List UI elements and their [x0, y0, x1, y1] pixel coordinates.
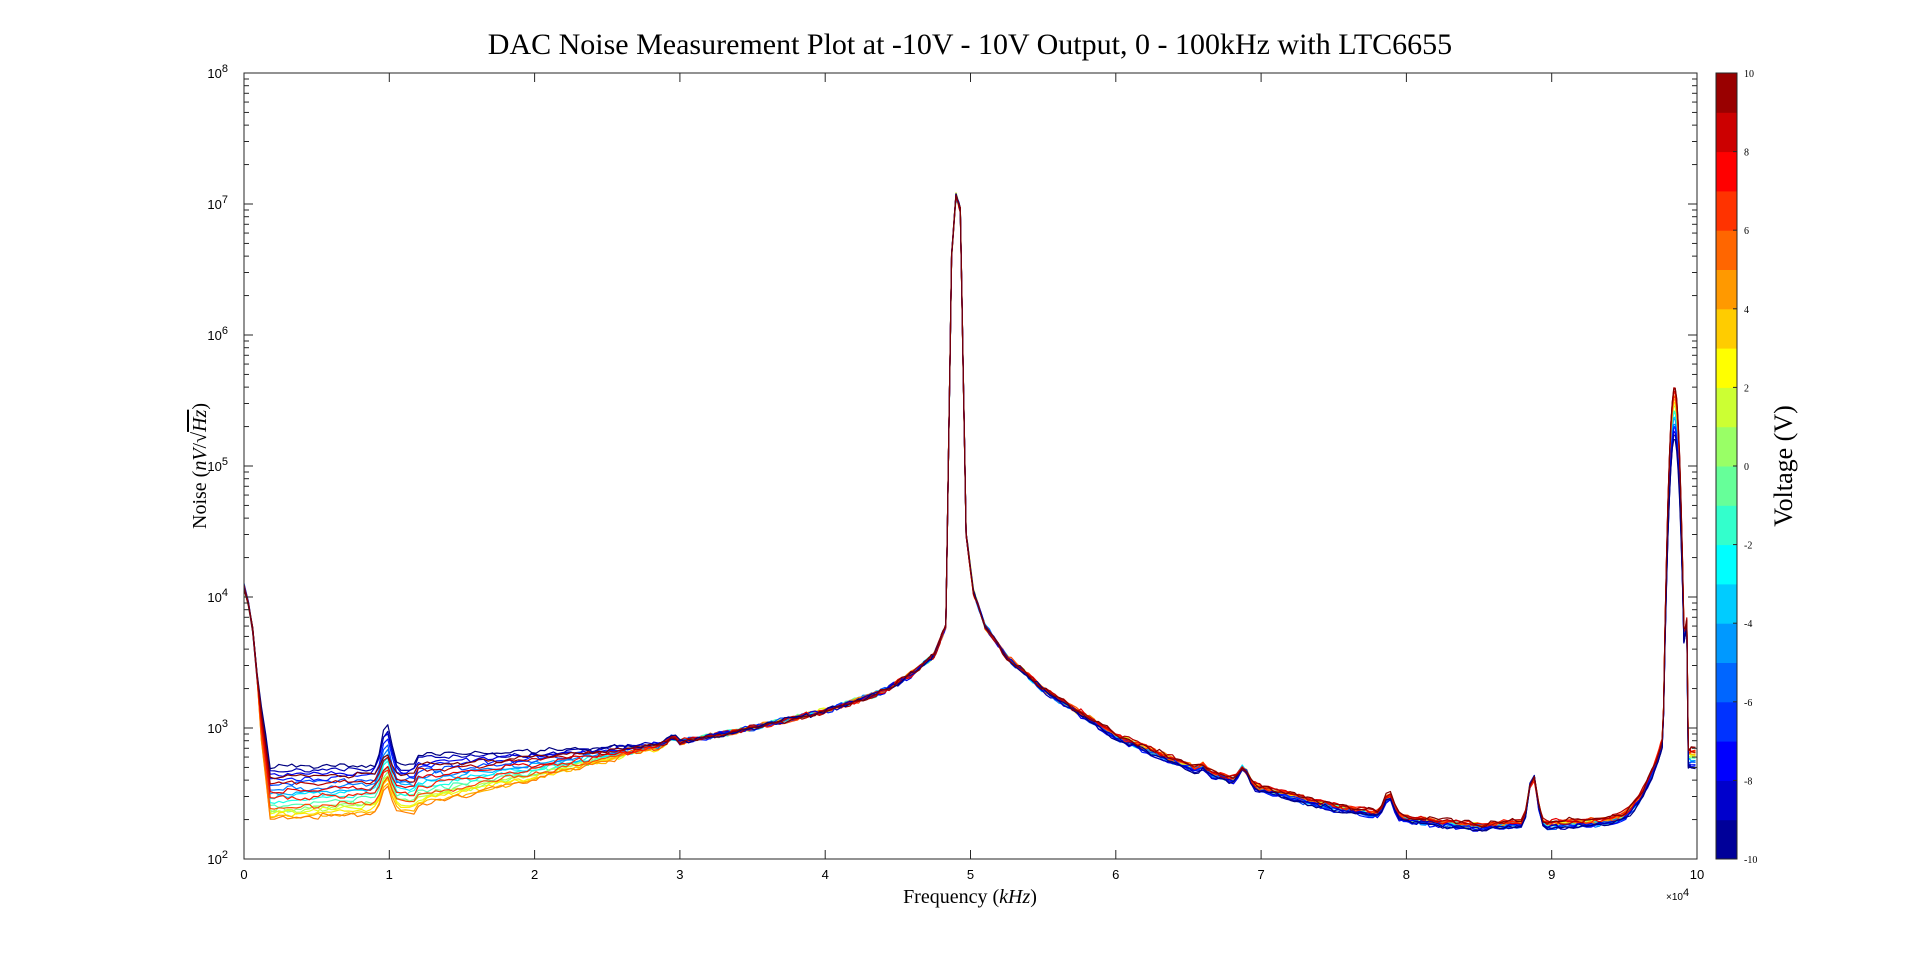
- series-line: [244, 194, 1696, 832]
- x-tick-label: 5: [967, 867, 974, 882]
- x-tick-label: 1: [386, 867, 393, 882]
- colorbar-level: [1716, 190, 1737, 231]
- series-line: [244, 192, 1696, 829]
- colorbar-tick-label: 6: [1744, 226, 1749, 237]
- colorbar-level: [1716, 583, 1737, 624]
- x-tick-label: 2: [531, 867, 538, 882]
- colorbar-ticks: -10 -8 -6 -4 -2 0 2 4 6 8 10: [1733, 69, 1757, 866]
- colorbar: [1716, 73, 1737, 860]
- y-tick-label: 104: [207, 587, 228, 605]
- x-multiplier: ×104: [1666, 887, 1689, 903]
- y-axis-label: Noise (nV/√Hz): [189, 403, 211, 529]
- colorbar-level: [1716, 230, 1737, 270]
- y-tick-label: 102: [207, 849, 228, 867]
- colorbar-tick-label: -8: [1744, 776, 1752, 787]
- svg-text:Noise (nV/√Hz): Noise (nV/√Hz): [189, 403, 211, 529]
- series-line: [244, 194, 1696, 830]
- colorbar-tick-label: -6: [1744, 698, 1752, 709]
- colorbar-level: [1716, 308, 1737, 349]
- series-line: [244, 193, 1696, 831]
- colorbar-label: Voltage (V): [1769, 405, 1798, 527]
- y-tick-label: 105: [207, 456, 228, 474]
- colorbar-tick-label: 4: [1744, 305, 1749, 316]
- series-line: [244, 194, 1696, 826]
- series-line: [244, 192, 1696, 829]
- x-tick-label: 8: [1403, 867, 1410, 882]
- colorbar-level: [1716, 387, 1737, 428]
- x-axis: 0 1 2 3 4 5 6 7 8 9 10: [240, 73, 1704, 882]
- x-axis-label: Frequency (kHz): [903, 886, 1037, 908]
- y-axis: 102 103 104 105 106 107 108: [207, 63, 1697, 867]
- y-tick-label: 103: [207, 718, 228, 736]
- x-tick-label: 10: [1690, 867, 1704, 882]
- chart-title: DAC Noise Measurement Plot at -10V - 10V…: [488, 28, 1452, 61]
- colorbar-tick-label: 8: [1744, 148, 1749, 159]
- colorbar-level: [1716, 741, 1737, 781]
- series-line: [244, 194, 1696, 827]
- series-line: [244, 195, 1696, 828]
- colorbar-tick-label: -2: [1744, 541, 1752, 552]
- x-tick-label: 0: [240, 867, 247, 882]
- x-tick-label: 7: [1257, 867, 1264, 882]
- colorbar-level: [1716, 780, 1737, 821]
- colorbar-level: [1716, 466, 1737, 506]
- series-line: [244, 193, 1696, 828]
- series-line: [244, 194, 1696, 828]
- colorbar-level: [1716, 348, 1737, 388]
- colorbar-tick-label: -10: [1744, 855, 1757, 866]
- series-line: [244, 196, 1696, 830]
- y-tick-label: 108: [207, 63, 228, 81]
- series-lines: [244, 192, 1696, 832]
- series-line: [244, 197, 1696, 830]
- colorbar-level: [1716, 505, 1737, 546]
- series-line: [244, 195, 1696, 830]
- colorbar-level: [1716, 151, 1737, 192]
- x-tick-label: 6: [1112, 867, 1119, 882]
- plot-frame: [243, 72, 1698, 860]
- series-line: [244, 193, 1696, 832]
- x-tick-label: 4: [822, 867, 829, 882]
- colorbar-level: [1716, 544, 1737, 585]
- x-tick-label: 9: [1548, 867, 1555, 882]
- y-tick-label: 106: [207, 325, 228, 343]
- colorbar-level: [1716, 819, 1737, 860]
- y-tick-label: 107: [207, 194, 228, 212]
- series-line: [244, 193, 1696, 831]
- series-line: [244, 197, 1696, 828]
- colorbar-level: [1716, 662, 1737, 703]
- colorbar-level: [1716, 426, 1737, 467]
- series-line: [244, 193, 1696, 828]
- series-line: [244, 193, 1696, 832]
- colorbar-level: [1716, 269, 1737, 310]
- series-line: [244, 197, 1696, 830]
- colorbar-level: [1716, 112, 1737, 153]
- colorbar-level: [1716, 623, 1737, 663]
- colorbar-tick-label: 2: [1744, 383, 1749, 394]
- series-line: [244, 195, 1696, 828]
- colorbar-tick-label: 10: [1744, 69, 1754, 80]
- series-line: [244, 194, 1696, 831]
- x-tick-label: 3: [676, 867, 683, 882]
- colorbar-tick-label: -4: [1744, 619, 1752, 630]
- colorbar-level: [1716, 701, 1737, 742]
- colorbar-level: [1716, 73, 1737, 113]
- colorbar-tick-label: 0: [1744, 462, 1749, 473]
